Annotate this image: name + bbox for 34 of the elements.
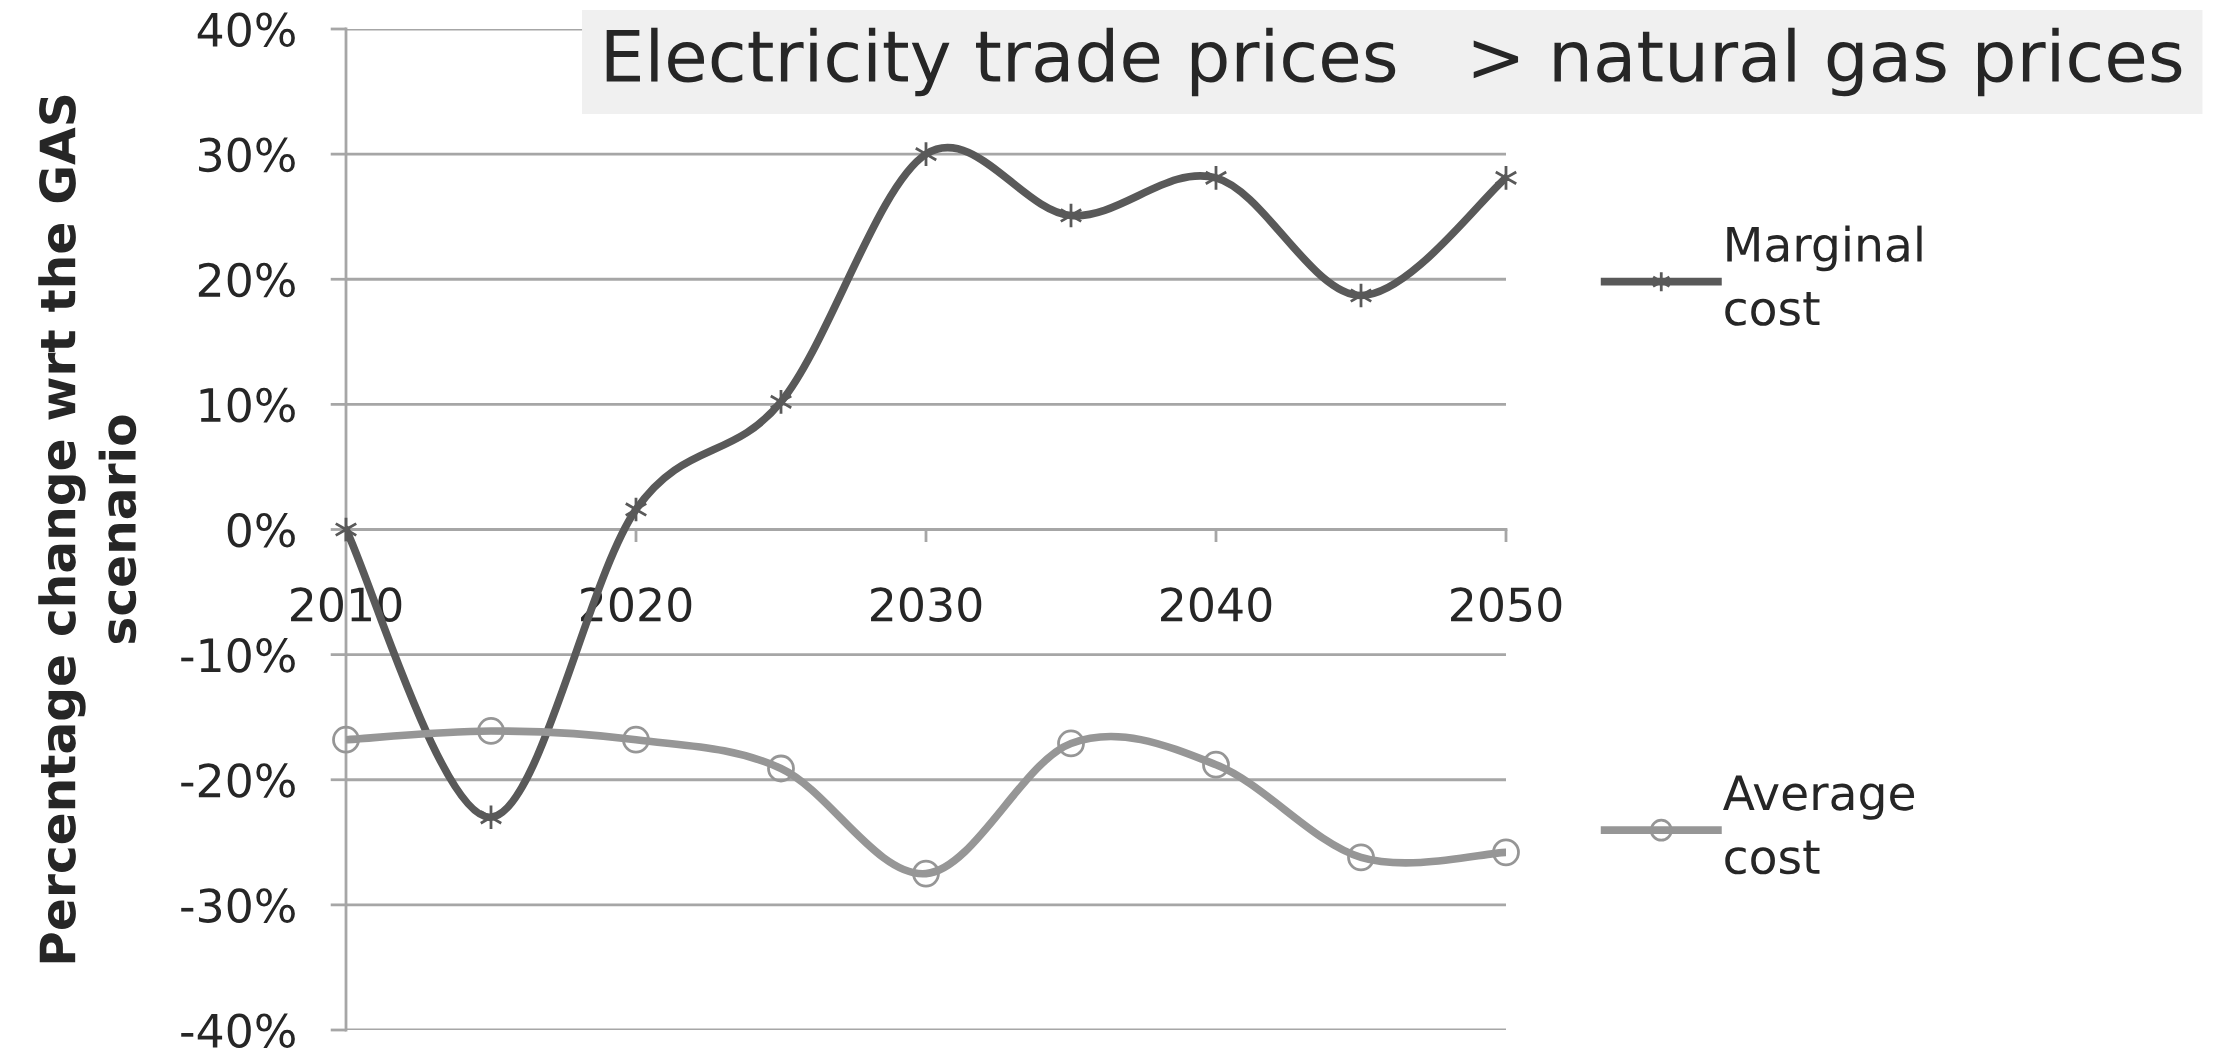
- y-tick-label: 0%: [227, 512, 295, 548]
- point: [477, 717, 505, 745]
- point: [1347, 843, 1375, 872]
- point: [624, 496, 648, 523]
- point: [1057, 729, 1085, 758]
- x-tick-label: 2030: [871, 587, 982, 622]
- point: [1202, 750, 1230, 779]
- legend-label: Average cost: [1723, 775, 1915, 875]
- point: [767, 754, 795, 783]
- y-tick-label: -10%: [181, 638, 295, 673]
- y-tick-label: -20%: [181, 763, 295, 798]
- y-tick-label: 20%: [198, 262, 295, 298]
- y-tick-label: 10%: [200, 387, 295, 423]
- point: [1494, 164, 1518, 192]
- point: [1059, 202, 1083, 229]
- point: [479, 804, 503, 831]
- point: [332, 725, 360, 754]
- point: [912, 859, 940, 888]
- point: [1349, 282, 1373, 309]
- point: [334, 516, 358, 543]
- y-axis-title: Percentage change wrt the GAS scenario: [38, 95, 137, 963]
- x-tick-label: 2050: [1451, 587, 1562, 622]
- y-tick-label: -30%: [181, 888, 295, 923]
- point: [1492, 838, 1520, 867]
- chart-title: Electricity trade prices > natural gas prices: [606, 27, 2182, 97]
- y-tick-label: -40%: [181, 1013, 295, 1049]
- y-tick-label: 30%: [199, 137, 295, 173]
- point: [622, 725, 650, 754]
- point: [914, 140, 938, 168]
- y-tick-label: 40%: [197, 12, 295, 48]
- legend-label: Marginal cost: [1725, 225, 1922, 326]
- point: [1204, 164, 1228, 192]
- x-tick-label: 2040: [1161, 587, 1272, 622]
- point: [769, 388, 793, 416]
